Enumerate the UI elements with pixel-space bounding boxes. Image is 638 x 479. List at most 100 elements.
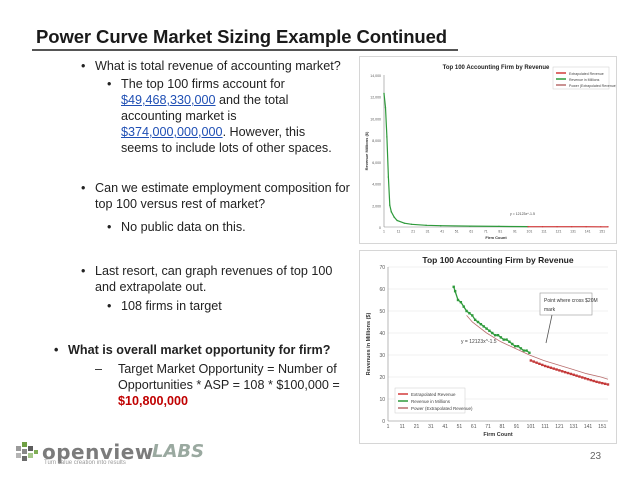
data-point	[538, 362, 541, 365]
data-point	[566, 371, 570, 375]
logo-word-labs: LABS	[152, 441, 205, 462]
data-point	[386, 136, 388, 138]
data-point	[555, 368, 558, 371]
market-opportunity-value: $10,800,000	[118, 394, 189, 408]
x-tick-label: 41	[440, 230, 444, 234]
legend-box	[552, 66, 610, 90]
data-point	[592, 379, 595, 383]
data-point	[508, 340, 511, 343]
data-point	[468, 312, 471, 315]
data-point	[528, 351, 531, 354]
x-tick-label: 1	[387, 424, 390, 430]
data-point	[600, 226, 602, 228]
title-underline	[32, 49, 458, 51]
y-tick-label: 2,000	[372, 204, 381, 208]
data-point	[571, 226, 573, 228]
data-point	[575, 374, 578, 377]
bullet-marker: •	[107, 220, 112, 234]
x-tick-label: 21	[411, 230, 415, 234]
data-point	[452, 285, 455, 288]
market-total-link[interactable]: $374,000,000,000	[121, 125, 223, 139]
top100-revenue-link[interactable]: $49,468,330,000	[121, 93, 216, 107]
annotation-text: mark	[544, 307, 556, 313]
x-tick-label: 1	[383, 230, 385, 234]
bullet-3-sub: • 108 firms in target	[107, 298, 341, 314]
x-tick-label: 111	[541, 230, 546, 234]
bullet-4-text: What is overall market opportunity for f…	[68, 343, 331, 357]
trendline-equation: y = 12123x^-1.5	[461, 339, 497, 345]
x-tick-label: 71	[484, 230, 488, 234]
data-point	[396, 219, 398, 222]
data-point	[496, 334, 500, 337]
data-point	[552, 367, 555, 370]
data-point	[522, 349, 525, 352]
data-point	[546, 365, 550, 369]
y-tick-label: 0	[382, 419, 385, 425]
x-tick-label: 91	[513, 230, 517, 234]
x-tick-label: 31	[428, 424, 434, 430]
y-tick-label: 4,000	[372, 183, 381, 187]
series-line	[453, 286, 530, 354]
data-point	[532, 360, 535, 363]
data-point	[411, 223, 413, 225]
chart-2-svg: Top 100 Accounting Firm by Revenue 0 10 20 3…	[366, 255, 610, 438]
chart-title: Top 100 Accounting Firm by Revenue	[422, 255, 573, 265]
x-tick-label: 101	[527, 424, 536, 430]
x-tick-label: 131	[570, 424, 579, 430]
data-point	[595, 380, 598, 384]
x-tick-label: 151	[599, 230, 605, 234]
series-line	[383, 93, 529, 228]
y-tick-label: 6,000	[372, 161, 381, 165]
x-tick-label: 151	[598, 424, 607, 430]
data-point	[471, 314, 474, 317]
x-tick-label: 21	[414, 424, 420, 430]
bullet-3-text: Last resort, can graph revenues of top 1…	[95, 264, 333, 294]
x-tick-label: 41	[442, 424, 448, 430]
chart-top100-revenue-extrapolated: Top 100 Accounting Firm by Revenue 0 10 20 3…	[359, 250, 617, 444]
data-point	[586, 378, 590, 381]
x-tick-label: 71	[485, 424, 491, 430]
x-tick-label: 111	[541, 424, 549, 430]
data-point	[389, 204, 391, 206]
bullet-4-sub: – Target Market Opportunity = Number of …	[95, 361, 348, 409]
data-point	[598, 381, 601, 384]
data-point	[607, 226, 609, 228]
data-point	[493, 334, 497, 337]
bullet-1-sub-pre: The top 100 firms account for	[121, 77, 285, 91]
data-point	[525, 349, 528, 352]
x-tick-label: 11	[397, 230, 401, 234]
data-point	[498, 225, 500, 228]
x-tick-label: 51	[457, 424, 463, 430]
data-point	[529, 359, 533, 362]
data-point	[585, 226, 587, 228]
bullet-marker: •	[81, 181, 86, 195]
data-point	[462, 305, 465, 308]
y-axis-label: Revenue Millions ($)	[364, 131, 369, 170]
data-point	[502, 338, 505, 341]
x-tick-label: 81	[498, 230, 502, 234]
data-point	[387, 176, 389, 178]
data-point	[549, 366, 553, 369]
data-point	[459, 301, 463, 304]
data-point	[505, 338, 508, 341]
data-point	[511, 342, 514, 346]
logo-word-openview: openview	[42, 440, 154, 464]
data-point	[440, 225, 442, 227]
bullet-1-sub-mid: and the total accounting market is	[121, 93, 289, 123]
bullet-1-sub: • The top 100 firms account for $49,468,…	[107, 76, 339, 156]
x-tick-label: 131	[570, 230, 576, 234]
bullet-2: • Can we estimate employment composition…	[81, 180, 357, 212]
logo-tagline: Turn value creation into results	[44, 460, 126, 466]
annotation-text: Point where cross $20M	[544, 298, 598, 304]
y-tick-label: 10,000	[370, 117, 381, 121]
y-tick-label: 50	[379, 309, 385, 315]
series-power-trendline	[466, 315, 609, 380]
legend-entry: Power (Extrapolated Revenue)	[569, 84, 616, 88]
y-tick-label: 8,000	[372, 139, 381, 143]
x-axis-label: Firm Count	[485, 235, 507, 240]
chart-title: Top 100 Accounting Firm by Revenue	[443, 65, 550, 71]
bullet-2-text: Can we estimate employment composition f…	[95, 181, 350, 211]
data-point	[581, 376, 584, 379]
bullet-marker: •	[81, 264, 86, 278]
y-tick-label: 0	[379, 226, 381, 230]
